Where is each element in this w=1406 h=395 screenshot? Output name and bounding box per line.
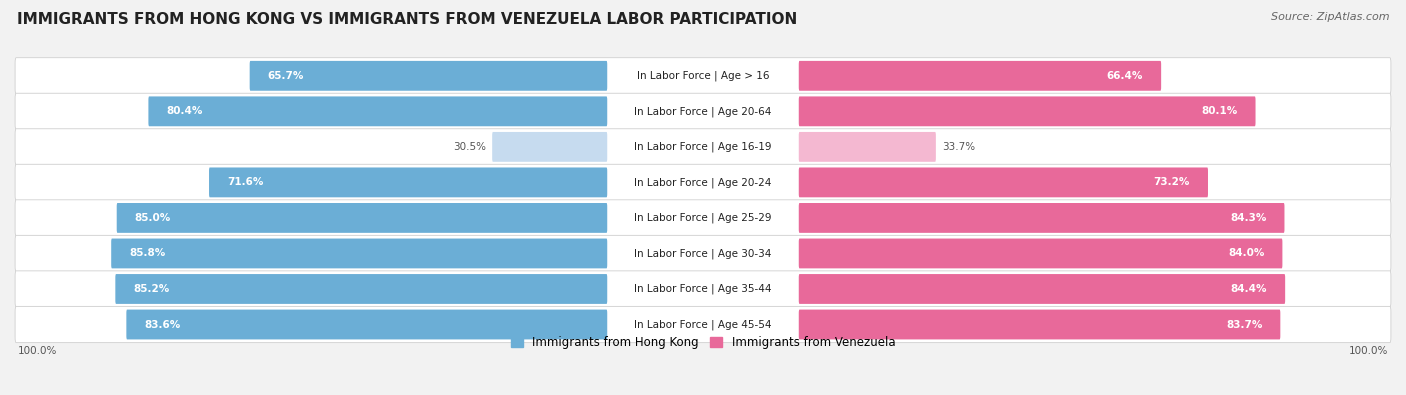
FancyBboxPatch shape [15, 164, 1391, 201]
Text: 66.4%: 66.4% [1107, 71, 1143, 81]
FancyBboxPatch shape [15, 200, 1391, 236]
Text: 83.7%: 83.7% [1226, 320, 1263, 329]
Text: 84.0%: 84.0% [1227, 248, 1264, 258]
FancyBboxPatch shape [799, 239, 1282, 268]
Text: 33.7%: 33.7% [942, 142, 976, 152]
Text: 80.4%: 80.4% [166, 106, 202, 117]
Text: 80.1%: 80.1% [1201, 106, 1237, 117]
Text: In Labor Force | Age 30-34: In Labor Force | Age 30-34 [634, 248, 772, 259]
Text: In Labor Force | Age 35-44: In Labor Force | Age 35-44 [634, 284, 772, 294]
FancyBboxPatch shape [799, 310, 1281, 339]
Text: 100.0%: 100.0% [1350, 346, 1389, 356]
FancyBboxPatch shape [799, 167, 1208, 198]
FancyBboxPatch shape [492, 132, 607, 162]
FancyBboxPatch shape [127, 310, 607, 339]
FancyBboxPatch shape [15, 58, 1391, 94]
FancyBboxPatch shape [115, 274, 607, 304]
Text: In Labor Force | Age 45-54: In Labor Force | Age 45-54 [634, 319, 772, 330]
Text: 85.8%: 85.8% [129, 248, 166, 258]
FancyBboxPatch shape [209, 167, 607, 198]
Text: IMMIGRANTS FROM HONG KONG VS IMMIGRANTS FROM VENEZUELA LABOR PARTICIPATION: IMMIGRANTS FROM HONG KONG VS IMMIGRANTS … [17, 12, 797, 27]
FancyBboxPatch shape [799, 274, 1285, 304]
Legend: Immigrants from Hong Kong, Immigrants from Venezuela: Immigrants from Hong Kong, Immigrants fr… [506, 331, 900, 354]
FancyBboxPatch shape [799, 96, 1256, 126]
FancyBboxPatch shape [250, 61, 607, 91]
FancyBboxPatch shape [799, 61, 1161, 91]
Text: In Labor Force | Age > 16: In Labor Force | Age > 16 [637, 71, 769, 81]
Text: 85.2%: 85.2% [134, 284, 170, 294]
FancyBboxPatch shape [111, 239, 607, 268]
Text: 65.7%: 65.7% [267, 71, 304, 81]
Text: 85.0%: 85.0% [135, 213, 172, 223]
FancyBboxPatch shape [117, 203, 607, 233]
FancyBboxPatch shape [15, 235, 1391, 272]
Text: 73.2%: 73.2% [1154, 177, 1189, 187]
Text: 71.6%: 71.6% [226, 177, 263, 187]
Text: In Labor Force | Age 20-64: In Labor Force | Age 20-64 [634, 106, 772, 117]
Text: 83.6%: 83.6% [145, 320, 180, 329]
Text: 84.3%: 84.3% [1230, 213, 1267, 223]
FancyBboxPatch shape [149, 96, 607, 126]
Text: In Labor Force | Age 16-19: In Labor Force | Age 16-19 [634, 142, 772, 152]
FancyBboxPatch shape [799, 203, 1285, 233]
FancyBboxPatch shape [15, 93, 1391, 130]
FancyBboxPatch shape [15, 307, 1391, 342]
Text: 30.5%: 30.5% [453, 142, 486, 152]
FancyBboxPatch shape [15, 129, 1391, 165]
Text: In Labor Force | Age 25-29: In Labor Force | Age 25-29 [634, 213, 772, 223]
Text: 100.0%: 100.0% [17, 346, 56, 356]
Text: Source: ZipAtlas.com: Source: ZipAtlas.com [1271, 12, 1389, 22]
Text: 84.4%: 84.4% [1230, 284, 1267, 294]
FancyBboxPatch shape [799, 132, 936, 162]
FancyBboxPatch shape [15, 271, 1391, 307]
Text: In Labor Force | Age 20-24: In Labor Force | Age 20-24 [634, 177, 772, 188]
